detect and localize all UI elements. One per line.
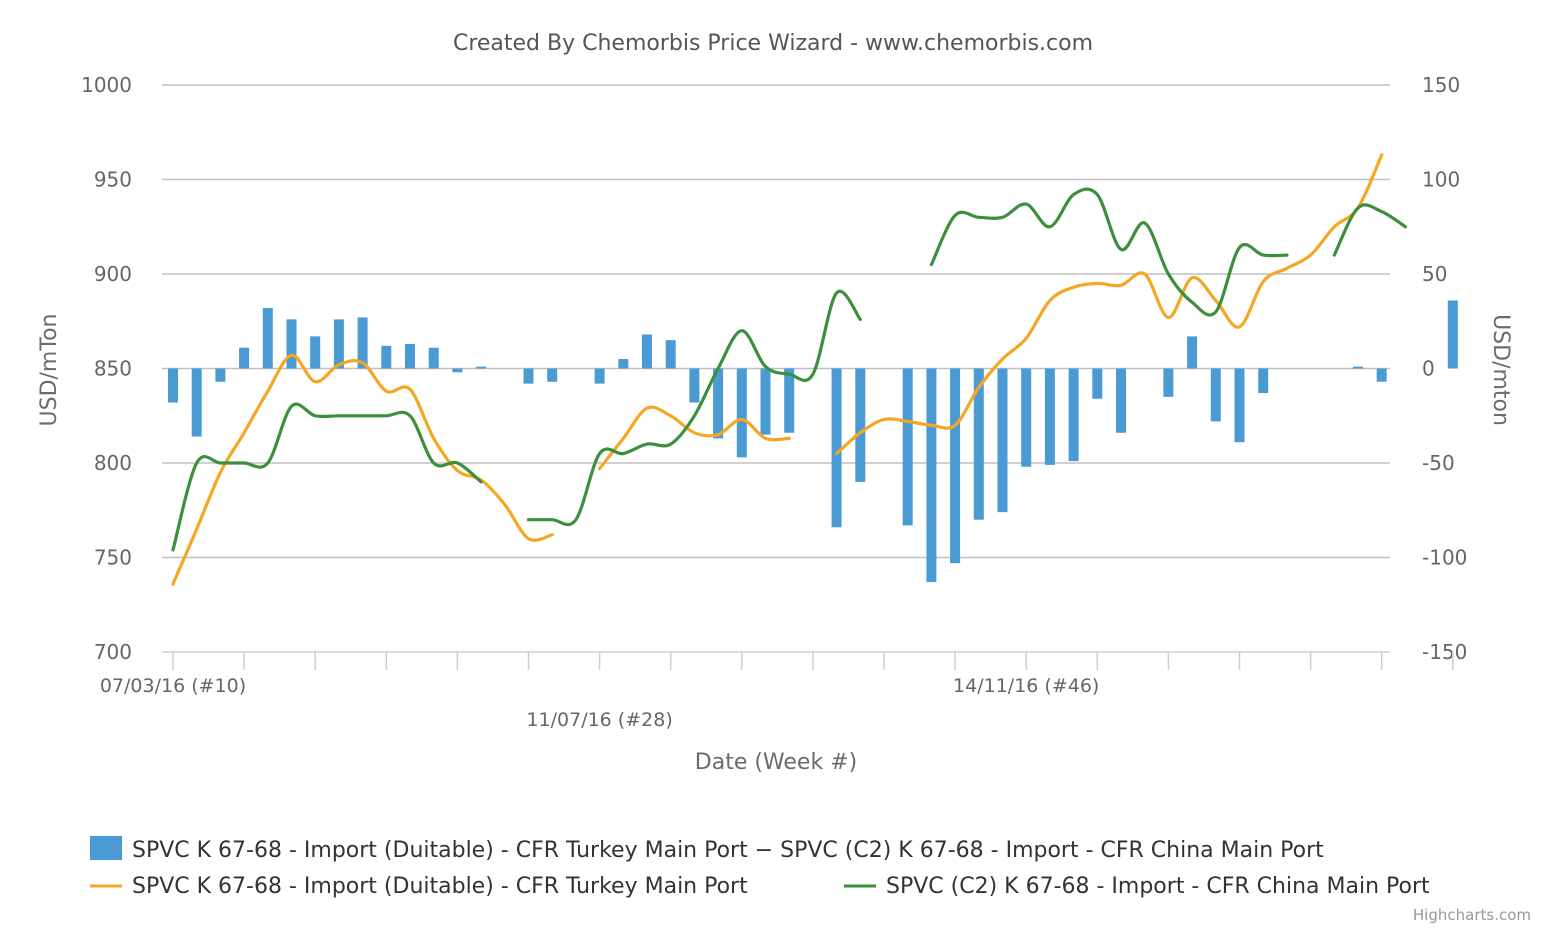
difference-bars [168,300,1458,583]
right-tick-label: -50 [1422,451,1455,475]
diff-bar [1187,336,1198,369]
diff-bar [689,368,700,403]
diff-bar [1068,368,1079,462]
diff-bar [713,368,724,439]
diff-bar [926,368,937,583]
x-axis-title: Date (Week #) [695,750,857,775]
legend-item-china[interactable]: SPVC (C2) K 67-68 - Import - CFR China M… [844,874,1430,899]
diff-bar [1258,368,1269,394]
diff-bar [428,347,439,369]
diff-bar [381,345,392,369]
diff-bar [760,368,771,435]
diff-bar [784,368,795,433]
legend-swatch-bar [90,836,122,860]
turkey-price-line [835,153,1384,456]
legend-label-china: SPVC (C2) K 67-68 - Import - CFR China M… [886,874,1430,899]
x-tick-label: 11/07/16 (#28) [526,709,672,731]
diff-bar [452,368,463,373]
diff-bar [405,343,415,369]
right-tick-label: 150 [1422,73,1460,97]
diff-bar [1116,368,1126,433]
chart-title: Created By Chemorbis Price Wizard - www.… [453,31,1093,56]
turkey-price-line [171,353,554,586]
diff-bar [357,317,368,369]
diff-bar [1163,368,1174,397]
right-tick-label: 50 [1422,262,1447,286]
left-tick-label: 850 [94,357,132,381]
legend-item-turkey[interactable]: SPVC K 67-68 - Import (Duitable) - CFR T… [90,874,748,899]
diff-bar [1210,368,1221,422]
right-axis-ticks: 150 100 50 0 -50 -100 -150 [1422,73,1467,664]
left-tick-label: 750 [94,546,132,570]
diff-bar [215,368,226,382]
diff-bar [239,347,250,369]
left-tick-label: 900 [94,262,132,286]
price-lines [171,153,1407,586]
left-tick-label: 800 [94,451,132,475]
right-axis-title: USD/mton [1488,314,1513,426]
x-tick-label: 07/03/16 (#10) [100,675,246,697]
diff-bar [1353,366,1363,369]
legend: SPVC K 67-68 - Import (Duitable) - CFR T… [90,836,1430,899]
x-axis-ticks: 07/03/16 (#10) 11/07/16 (#28) 14/11/16 (#4… [100,652,1454,731]
diff-bar [973,368,984,520]
diff-bar [262,308,273,369]
left-tick-label: 950 [94,168,132,192]
diff-bar [523,368,534,384]
diff-bar [1092,368,1103,399]
left-tick-label: 700 [94,640,132,664]
left-tick-label: 1000 [81,73,132,97]
diff-bar [950,368,961,564]
diff-bar [333,319,344,369]
diff-bar [310,336,321,369]
diff-bar [476,366,487,369]
diff-bar [547,368,558,382]
diff-bar [1447,300,1458,369]
right-tick-label: -100 [1422,546,1467,570]
legend-label-turkey: SPVC K 67-68 - Import (Duitable) - CFR T… [132,874,748,899]
diff-bar [855,368,866,482]
diff-bar [831,368,842,528]
turkey-price-line [598,405,791,471]
left-axis-title: USD/mTon [37,314,62,427]
legend-label-difference: SPVC K 67-68 - Import (Duitable) - CFR T… [132,838,1324,863]
diff-bar [1234,368,1245,443]
diff-bar [191,368,202,437]
credits-link[interactable]: Highcharts.com [1413,906,1531,924]
china-price-line [526,289,862,527]
china-price-line [1332,203,1407,257]
diff-bar [168,368,178,403]
x-tick-label: 14/11/16 (#46) [953,675,1099,697]
diff-bar [1044,368,1055,465]
diff-bar [1376,368,1387,382]
left-axis-ticks: 1000 950 900 850 800 750 700 [81,73,132,664]
diff-bar [594,368,605,384]
china-price-line [929,187,1289,317]
diff-bar [736,368,747,458]
right-tick-label: 0 [1422,357,1435,381]
grid-lines [162,84,1390,559]
diff-bar [665,340,676,369]
diff-bar [1021,368,1032,467]
diff-bar [902,368,913,526]
right-tick-label: -150 [1422,640,1467,664]
diff-bar [286,319,297,369]
right-tick-label: 100 [1422,168,1460,192]
china-price-line [171,402,483,552]
legend-item-difference[interactable]: SPVC K 67-68 - Import (Duitable) - CFR T… [90,836,1324,863]
diff-bar [642,334,652,369]
diff-bar [618,359,629,369]
diff-bar [997,368,1008,513]
